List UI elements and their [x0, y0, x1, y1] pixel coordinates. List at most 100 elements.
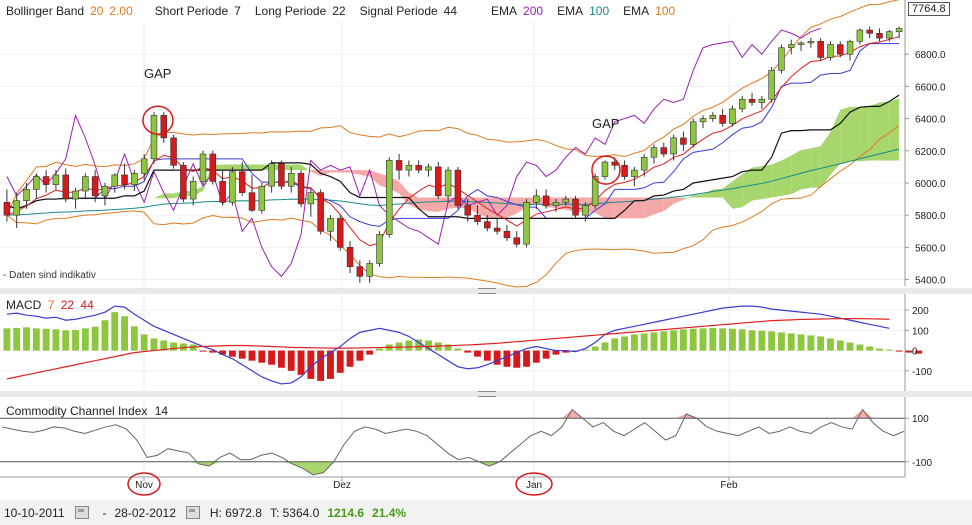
price-tick-label: 5800.0 — [915, 211, 946, 222]
candle-body — [797, 42, 805, 45]
candle-body — [484, 221, 491, 229]
cloud-segment — [624, 197, 635, 219]
candle-body — [719, 115, 726, 124]
panel-divider-2[interactable] — [0, 391, 972, 397]
macd-histogram-bar — [827, 338, 834, 351]
candle-body — [101, 185, 109, 197]
cloud-segment — [683, 195, 694, 200]
candle-body — [160, 115, 168, 139]
cloud-segment — [359, 170, 370, 177]
high-value: H: 6972.8 — [209, 505, 262, 520]
candle-body — [278, 163, 285, 187]
macd-histogram-bar — [415, 339, 423, 351]
cci-tick-label: -100 — [912, 458, 932, 469]
macd-histogram-bar — [150, 338, 158, 351]
cci-label: Commodity Channel Index 14 — [6, 404, 168, 418]
cloud-segment — [752, 166, 762, 201]
candle-body — [33, 176, 40, 190]
candle-body — [425, 166, 432, 171]
macd-p2: 22 — [60, 298, 75, 312]
macd-histogram-bar — [277, 350, 285, 368]
start-date[interactable]: 10-10-2011 — [4, 505, 65, 520]
candle-body — [209, 153, 217, 182]
time-tick-label: Feb — [720, 480, 738, 491]
macd-histogram-bar — [287, 350, 295, 371]
resize-grip[interactable] — [478, 391, 496, 397]
candle-body — [895, 28, 903, 32]
cloud-segment — [840, 106, 851, 164]
ema1-label: EMA — [491, 4, 518, 18]
end-date[interactable]: 28-02-2012 — [114, 505, 176, 520]
macd-histogram-bar — [738, 329, 746, 351]
candle-body — [866, 29, 873, 34]
cloud-segment — [693, 194, 704, 198]
date-range-footer: 10-10-2011 - 28-02-2012 H: 6972.8 T: 536… — [0, 500, 972, 525]
candle-body — [807, 41, 815, 44]
cloud-segment — [634, 197, 645, 219]
macd-histogram-bar — [52, 329, 60, 351]
cci-chart: 100 -100 Nov Dez Jan Feb — [0, 397, 932, 500]
lagging-span-line — [6, 27, 821, 278]
macd-histogram-bar — [336, 350, 344, 373]
macd-histogram-bar — [493, 350, 501, 365]
cci-period: 14 — [154, 404, 169, 418]
candle-body — [268, 163, 275, 187]
macd-histogram-bar — [640, 333, 648, 351]
macd-histogram-bar — [895, 350, 903, 352]
long-periode-value: 22 — [332, 4, 346, 18]
time-tick-label: Nov — [135, 480, 153, 491]
change-value: 1214.6 — [327, 505, 365, 520]
candle-body — [768, 69, 775, 100]
indicative-notice: - Daten sind indikativ — [3, 270, 96, 281]
macd-histogram-bar — [317, 350, 325, 381]
candle-body — [72, 190, 79, 200]
cci-overbought-area — [852, 409, 863, 419]
calendar-icon[interactable] — [185, 506, 200, 519]
macd-histogram-bar — [778, 332, 785, 351]
candle-body — [748, 98, 756, 103]
macd-histogram-bar — [856, 344, 864, 351]
price-tick-label: 6000.0 — [915, 179, 946, 190]
candle-body — [140, 158, 148, 174]
macd-histogram-bar — [91, 326, 99, 351]
candle-body — [886, 31, 893, 39]
candle-body — [582, 205, 589, 216]
macd-histogram-bar — [670, 330, 678, 351]
panel-divider-1[interactable] — [0, 288, 972, 294]
cloud-segment — [242, 164, 253, 171]
candle-body — [297, 173, 305, 205]
candle-body — [317, 192, 324, 232]
macd-histogram-bar — [621, 336, 629, 351]
cci-title: Commodity Channel Index — [6, 404, 148, 418]
cloud-segment — [732, 174, 743, 209]
calendar-icon[interactable] — [74, 506, 89, 519]
cloud-segment — [879, 101, 890, 161]
candle-body — [778, 47, 785, 71]
candle-body — [219, 181, 226, 203]
gap-circle — [142, 105, 174, 135]
low-value: T: 5364.0 — [269, 505, 320, 520]
macd-histogram-bar — [111, 312, 119, 351]
candle-body — [709, 115, 717, 119]
cloud-segment — [604, 197, 615, 219]
candle-body — [52, 174, 60, 185]
macd-histogram-bar — [630, 334, 638, 351]
macd-histogram-bar — [719, 328, 727, 351]
candle-body — [631, 169, 638, 177]
price-tick-label: 5400.0 — [915, 276, 946, 287]
cloud-segment — [830, 109, 841, 175]
cloud-segment — [859, 106, 870, 162]
price-tick-label: 6800.0 — [915, 50, 946, 61]
time-tick-label: Dez — [333, 480, 351, 491]
cci-tick-label: 100 — [912, 414, 929, 425]
macd-histogram-bar — [513, 350, 521, 368]
macd-histogram-bar — [483, 350, 491, 361]
macd-histogram-bar — [268, 350, 276, 365]
cci-oversold-area — [198, 461, 210, 467]
candle-body — [3, 201, 11, 216]
candle-body — [601, 161, 609, 177]
macd-histogram-bar — [650, 332, 658, 351]
candle-body — [572, 198, 579, 216]
resize-grip[interactable] — [478, 288, 496, 294]
cloud-segment — [340, 170, 351, 173]
